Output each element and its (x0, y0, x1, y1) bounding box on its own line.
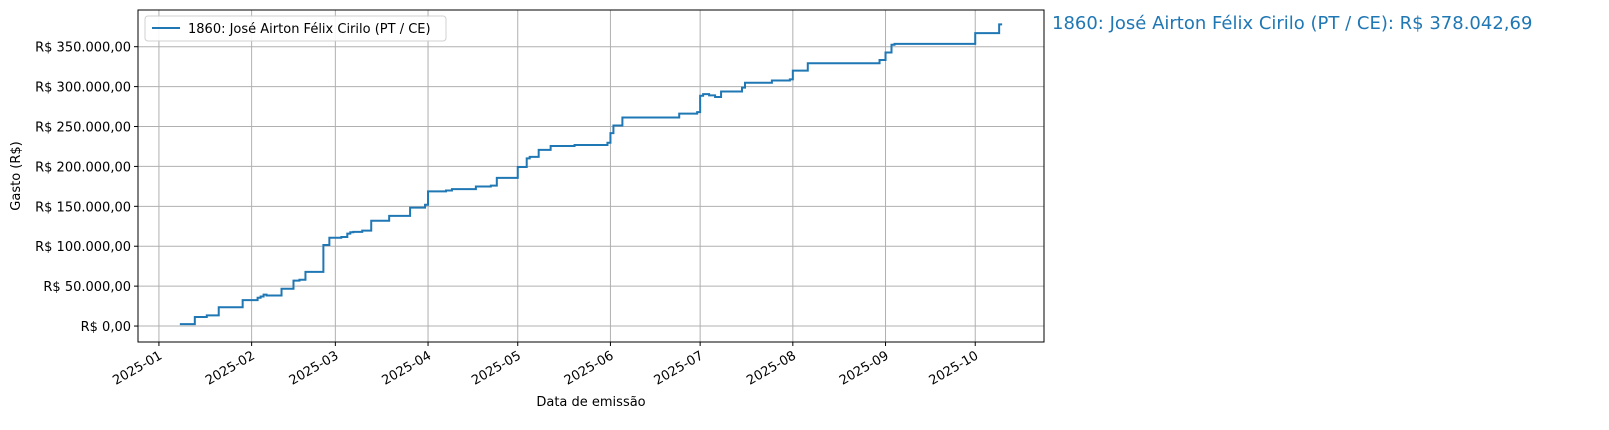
x-tick-label: 2025-01 (110, 348, 165, 388)
x-tick-label: 2025-08 (744, 348, 799, 388)
x-tick-label: 2025-04 (379, 348, 434, 388)
y-tick-label: R$ 300.000,00 (35, 81, 131, 96)
x-tick-label: 2025-03 (287, 348, 342, 388)
y-tick-label: R$ 100.000,00 (35, 240, 131, 255)
series-line (179, 23, 1003, 326)
x-tick-label: 2025-10 (927, 348, 982, 388)
y-tick-label: R$ 50.000,00 (43, 280, 131, 295)
x-tick-label: 2025-06 (562, 348, 617, 388)
y-tick-label: R$ 350.000,00 (35, 41, 131, 56)
legend-label: 1860: José Airton Félix Cirilo (PT / CE) (188, 22, 431, 37)
x-tick-label: 2025-05 (469, 348, 524, 388)
legend-box (144, 15, 447, 42)
x-tick-label: 2025-02 (203, 348, 258, 388)
x-axis-label: Data de emissão (536, 395, 645, 410)
x-tick-label: 2025-07 (652, 348, 707, 388)
y-tick-label: R$ 150.000,00 (35, 200, 131, 215)
x-axis: 2025-01 2025-02 2025-03 2025-04 2025-05 2025-… (110, 342, 981, 389)
y-axis-label: Gasto (R$) (9, 141, 24, 210)
y-tick-label: R$ 0,00 (81, 320, 131, 335)
y-tick-label: R$ 200.000,00 (35, 160, 131, 175)
legend: 1860: José Airton Félix Cirilo (PT / CE) (144, 15, 447, 42)
grid (138, 10, 1044, 342)
plot-frame (137, 9, 1045, 343)
chart-title: 1860: José Airton Félix Cirilo (PT / CE)… (1052, 13, 1533, 34)
y-axis: R$ 0,00 R$ 50.000,00 R$ 100.000,00 R$ 150.0… (35, 41, 138, 335)
x-tick-label: 2025-09 (837, 348, 892, 388)
y-tick-label: R$ 250.000,00 (35, 121, 131, 136)
